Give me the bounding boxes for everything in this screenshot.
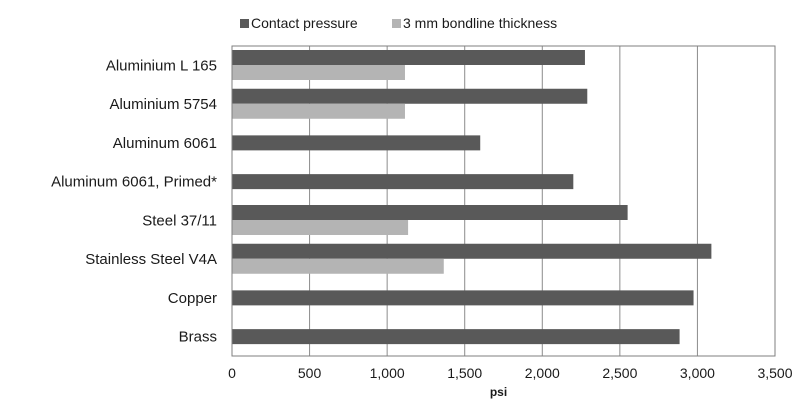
bar-contact-pressure — [232, 135, 481, 151]
x-tick-label: 2,500 — [602, 365, 637, 381]
bar-3mm-bondline — [232, 65, 405, 80]
category-label: Aluminum 6061, Primed* — [51, 174, 217, 191]
category-label: Copper — [168, 290, 217, 307]
bar-contact-pressure — [232, 50, 585, 65]
bar-contact-pressure — [232, 243, 712, 259]
category-label: Steel 37/11 — [142, 212, 217, 229]
plot-area-frame — [231, 45, 776, 357]
x-tick-label: 2,000 — [525, 365, 560, 381]
bar-contact-pressure — [232, 205, 628, 220]
x-tick-label: 1,000 — [370, 365, 405, 381]
bar-contact-pressure — [232, 290, 694, 306]
bar-contact-pressure — [232, 174, 574, 190]
bar-3mm-bondline — [232, 258, 444, 274]
legend-swatch — [240, 19, 249, 28]
x-tick-label: 500 — [298, 365, 322, 381]
x-axis-title: psi — [490, 385, 507, 399]
category-label: Stainless Steel V4A — [85, 251, 217, 268]
category-labels: Aluminium L 165 Aluminium 5754 Aluminum 60… — [51, 57, 217, 345]
bar-contact-pressure — [232, 329, 680, 345]
legend-swatch — [392, 19, 401, 28]
category-label: Aluminium 5754 — [109, 96, 217, 113]
category-label: Brass — [179, 329, 217, 346]
bar-contact-pressure — [232, 88, 588, 104]
bar-3mm-bondline — [232, 220, 409, 235]
legend: Contact pressure 3 mm bondline thickness — [240, 15, 557, 31]
x-tick-label: 3,500 — [757, 365, 792, 381]
legend-label: Contact pressure — [251, 15, 358, 31]
x-tick-label: 0 — [228, 365, 236, 381]
category-label: Aluminum 6061 — [113, 135, 217, 152]
legend-label: 3 mm bondline thickness — [403, 15, 557, 31]
x-tick-label: 1,500 — [447, 365, 482, 381]
x-tick-label: 3,000 — [680, 365, 715, 381]
x-tick-labels: 0 500 1,000 1,500 2,000 2,500 3,000 3,500 — [228, 365, 793, 381]
category-label: Aluminium L 165 — [106, 57, 217, 74]
bars — [232, 50, 712, 345]
bar-3mm-bondline — [232, 103, 405, 119]
